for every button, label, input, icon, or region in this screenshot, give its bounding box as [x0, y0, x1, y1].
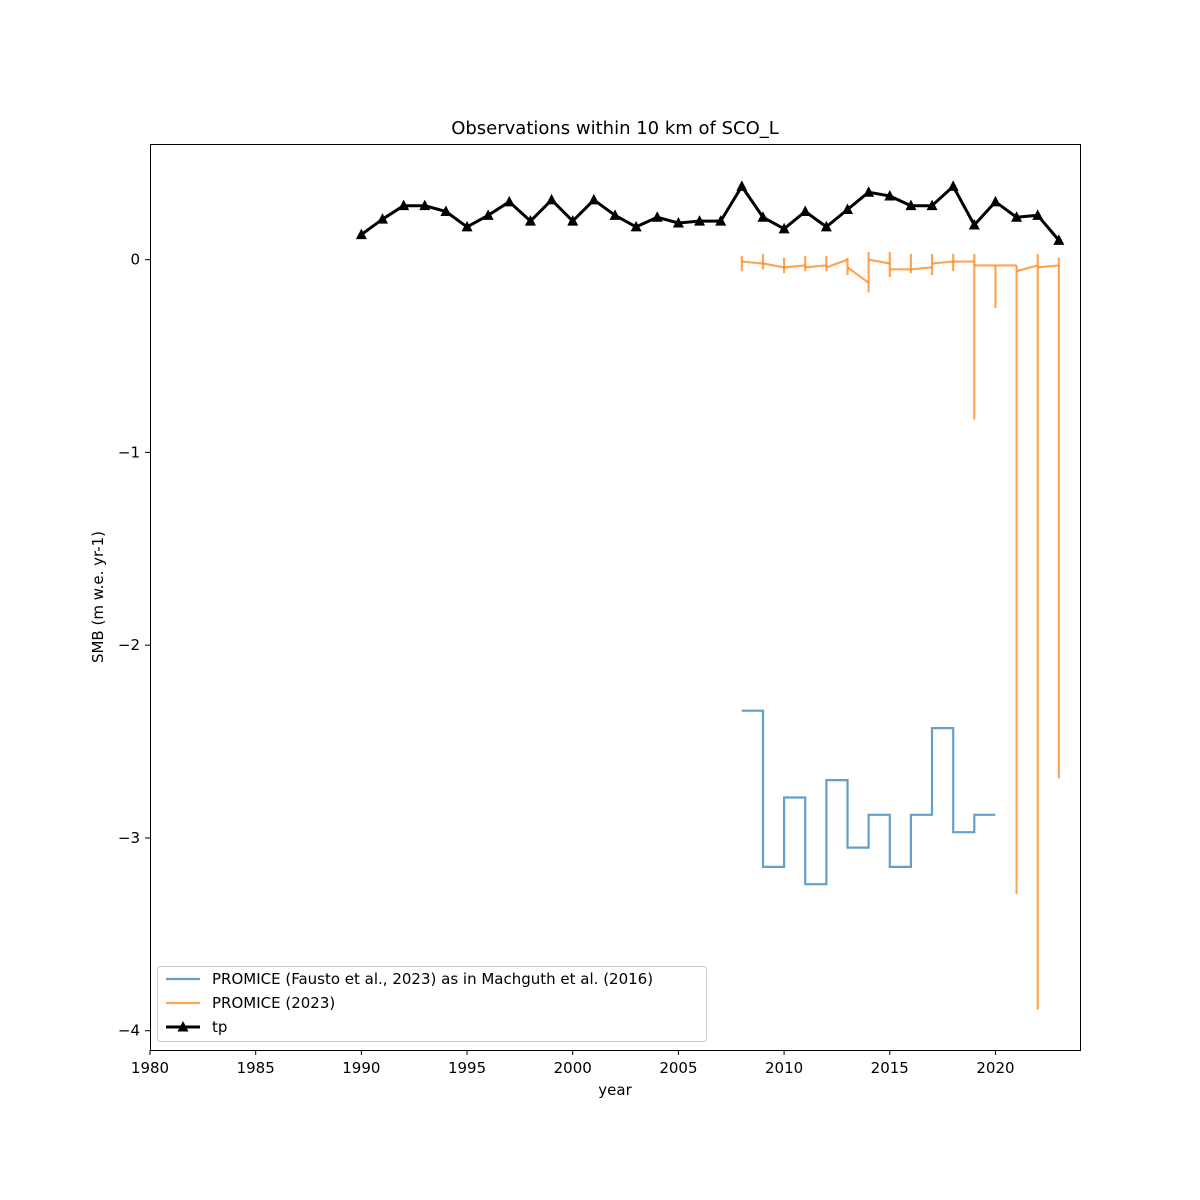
series-tp-marker-1999 [546, 193, 558, 205]
series-tp-marker-2015 [884, 190, 896, 201]
series-promice-2023-segment-4 [825, 258, 848, 269]
series-tp-marker-2018 [947, 180, 959, 191]
x-tick-label-2005: 2005 [659, 1059, 697, 1077]
series-tp-marker-2020 [989, 195, 1001, 207]
series-tp-marker-2010 [778, 222, 790, 234]
x-axis: 1980 1985 1990 1995 2000 2005 2010 2015 2020 [131, 1050, 1015, 1077]
series-promice-2023-segment-9 [931, 260, 954, 265]
x-tick-label-2020: 2020 [976, 1059, 1014, 1077]
x-tick-label-2000: 2000 [554, 1059, 592, 1077]
series-tp-marker-2023 [1053, 234, 1065, 245]
series-tp-marker-2021 [1011, 211, 1023, 222]
plot-frame [150, 144, 1081, 1051]
series-promice-2023-segment-14 [1037, 264, 1059, 269]
y-axis-label: SMB (m w.e. yr-1) [89, 531, 107, 663]
series-promice-2023-segment-8 [910, 266, 933, 271]
legend-label-1: PROMICE (2023) [212, 994, 335, 1012]
x-tick-label-1980: 1980 [131, 1059, 169, 1077]
series-tp-marker-2009 [757, 211, 769, 222]
series-tp-marker-1990 [355, 228, 367, 240]
series-tp-marker-2013 [842, 203, 853, 215]
x-tick-label-2010: 2010 [765, 1059, 803, 1077]
series-tp-marker-2011 [799, 205, 811, 216]
series-tp-marker-2002 [609, 209, 621, 220]
y-tick-label-2: −2 [118, 636, 140, 654]
series-tp-marker-2007 [715, 215, 727, 226]
series-tp-marker-1995 [461, 220, 473, 232]
series-tp-marker-1992 [398, 199, 410, 211]
y-tick-label-4: −4 [118, 1022, 140, 1040]
series-promice-2023-segment-3 [805, 264, 827, 269]
series-tp-marker-1993 [419, 199, 431, 211]
legend: PROMICE (Fausto et al., 2023) as in Mach… [157, 966, 707, 1042]
series-tp-marker-1991 [377, 213, 388, 224]
series-tp-marker-2022 [1032, 209, 1044, 220]
series-tp-marker-2004 [651, 211, 663, 222]
series-promice-2023-segment-6 [868, 258, 890, 265]
series-tp-marker-2003 [630, 220, 642, 232]
x-tick-label-1995: 1995 [448, 1059, 486, 1077]
legend-label-2: tp [212, 1018, 227, 1036]
legend-marker-tp [177, 1021, 189, 1032]
series-tp-marker-1994 [440, 205, 452, 216]
series-promice-2023-segment-1 [762, 262, 785, 269]
series-tp-marker-2006 [694, 215, 706, 226]
x-tick-label-1990: 1990 [342, 1059, 380, 1077]
series-promice-2023-segment-13 [1016, 264, 1039, 273]
x-axis-label: year [598, 1081, 632, 1099]
chart-title: Observations within 10 km of SCO_L [451, 118, 779, 139]
y-tick-label-0: 0 [130, 251, 140, 269]
legend-label-0: PROMICE (Fausto et al., 2023) as in Mach… [212, 970, 653, 988]
y-tick-label-1: −1 [118, 443, 140, 461]
y-axis: 0 −1 −2 −3 −4 [118, 251, 150, 1040]
series-promice-2023-segment-0 [741, 260, 764, 265]
series-tp-marker-2012 [820, 220, 832, 232]
series-tp-marker-1998 [524, 215, 536, 226]
series-tp-line [360, 184, 1061, 242]
series-tp-marker-1997 [503, 195, 515, 207]
series-promice-2023-segment-2 [783, 264, 806, 269]
series-tp-marker-2016 [905, 199, 917, 211]
series-tp-marker-2014 [863, 186, 875, 197]
series-promice-2023-segment-5 [846, 266, 870, 284]
series-tp-marker-2001 [588, 193, 600, 205]
series-tp-marker-2017 [926, 199, 938, 211]
plot-content [355, 180, 1065, 1010]
series-promice-machguth-line [741, 709, 996, 886]
x-tick-label-2015: 2015 [871, 1059, 909, 1077]
y-tick-label-3: −3 [118, 829, 140, 847]
series-tp-marker-1996 [482, 209, 494, 220]
legend-box [157, 966, 707, 1042]
series-tp-marker-2000 [567, 215, 579, 226]
x-tick-label-1985: 1985 [237, 1059, 275, 1077]
series-tp-marker-2019 [968, 218, 980, 230]
series-tp-marker-2005 [672, 217, 684, 228]
series-tp-marker-2008 [736, 180, 748, 191]
